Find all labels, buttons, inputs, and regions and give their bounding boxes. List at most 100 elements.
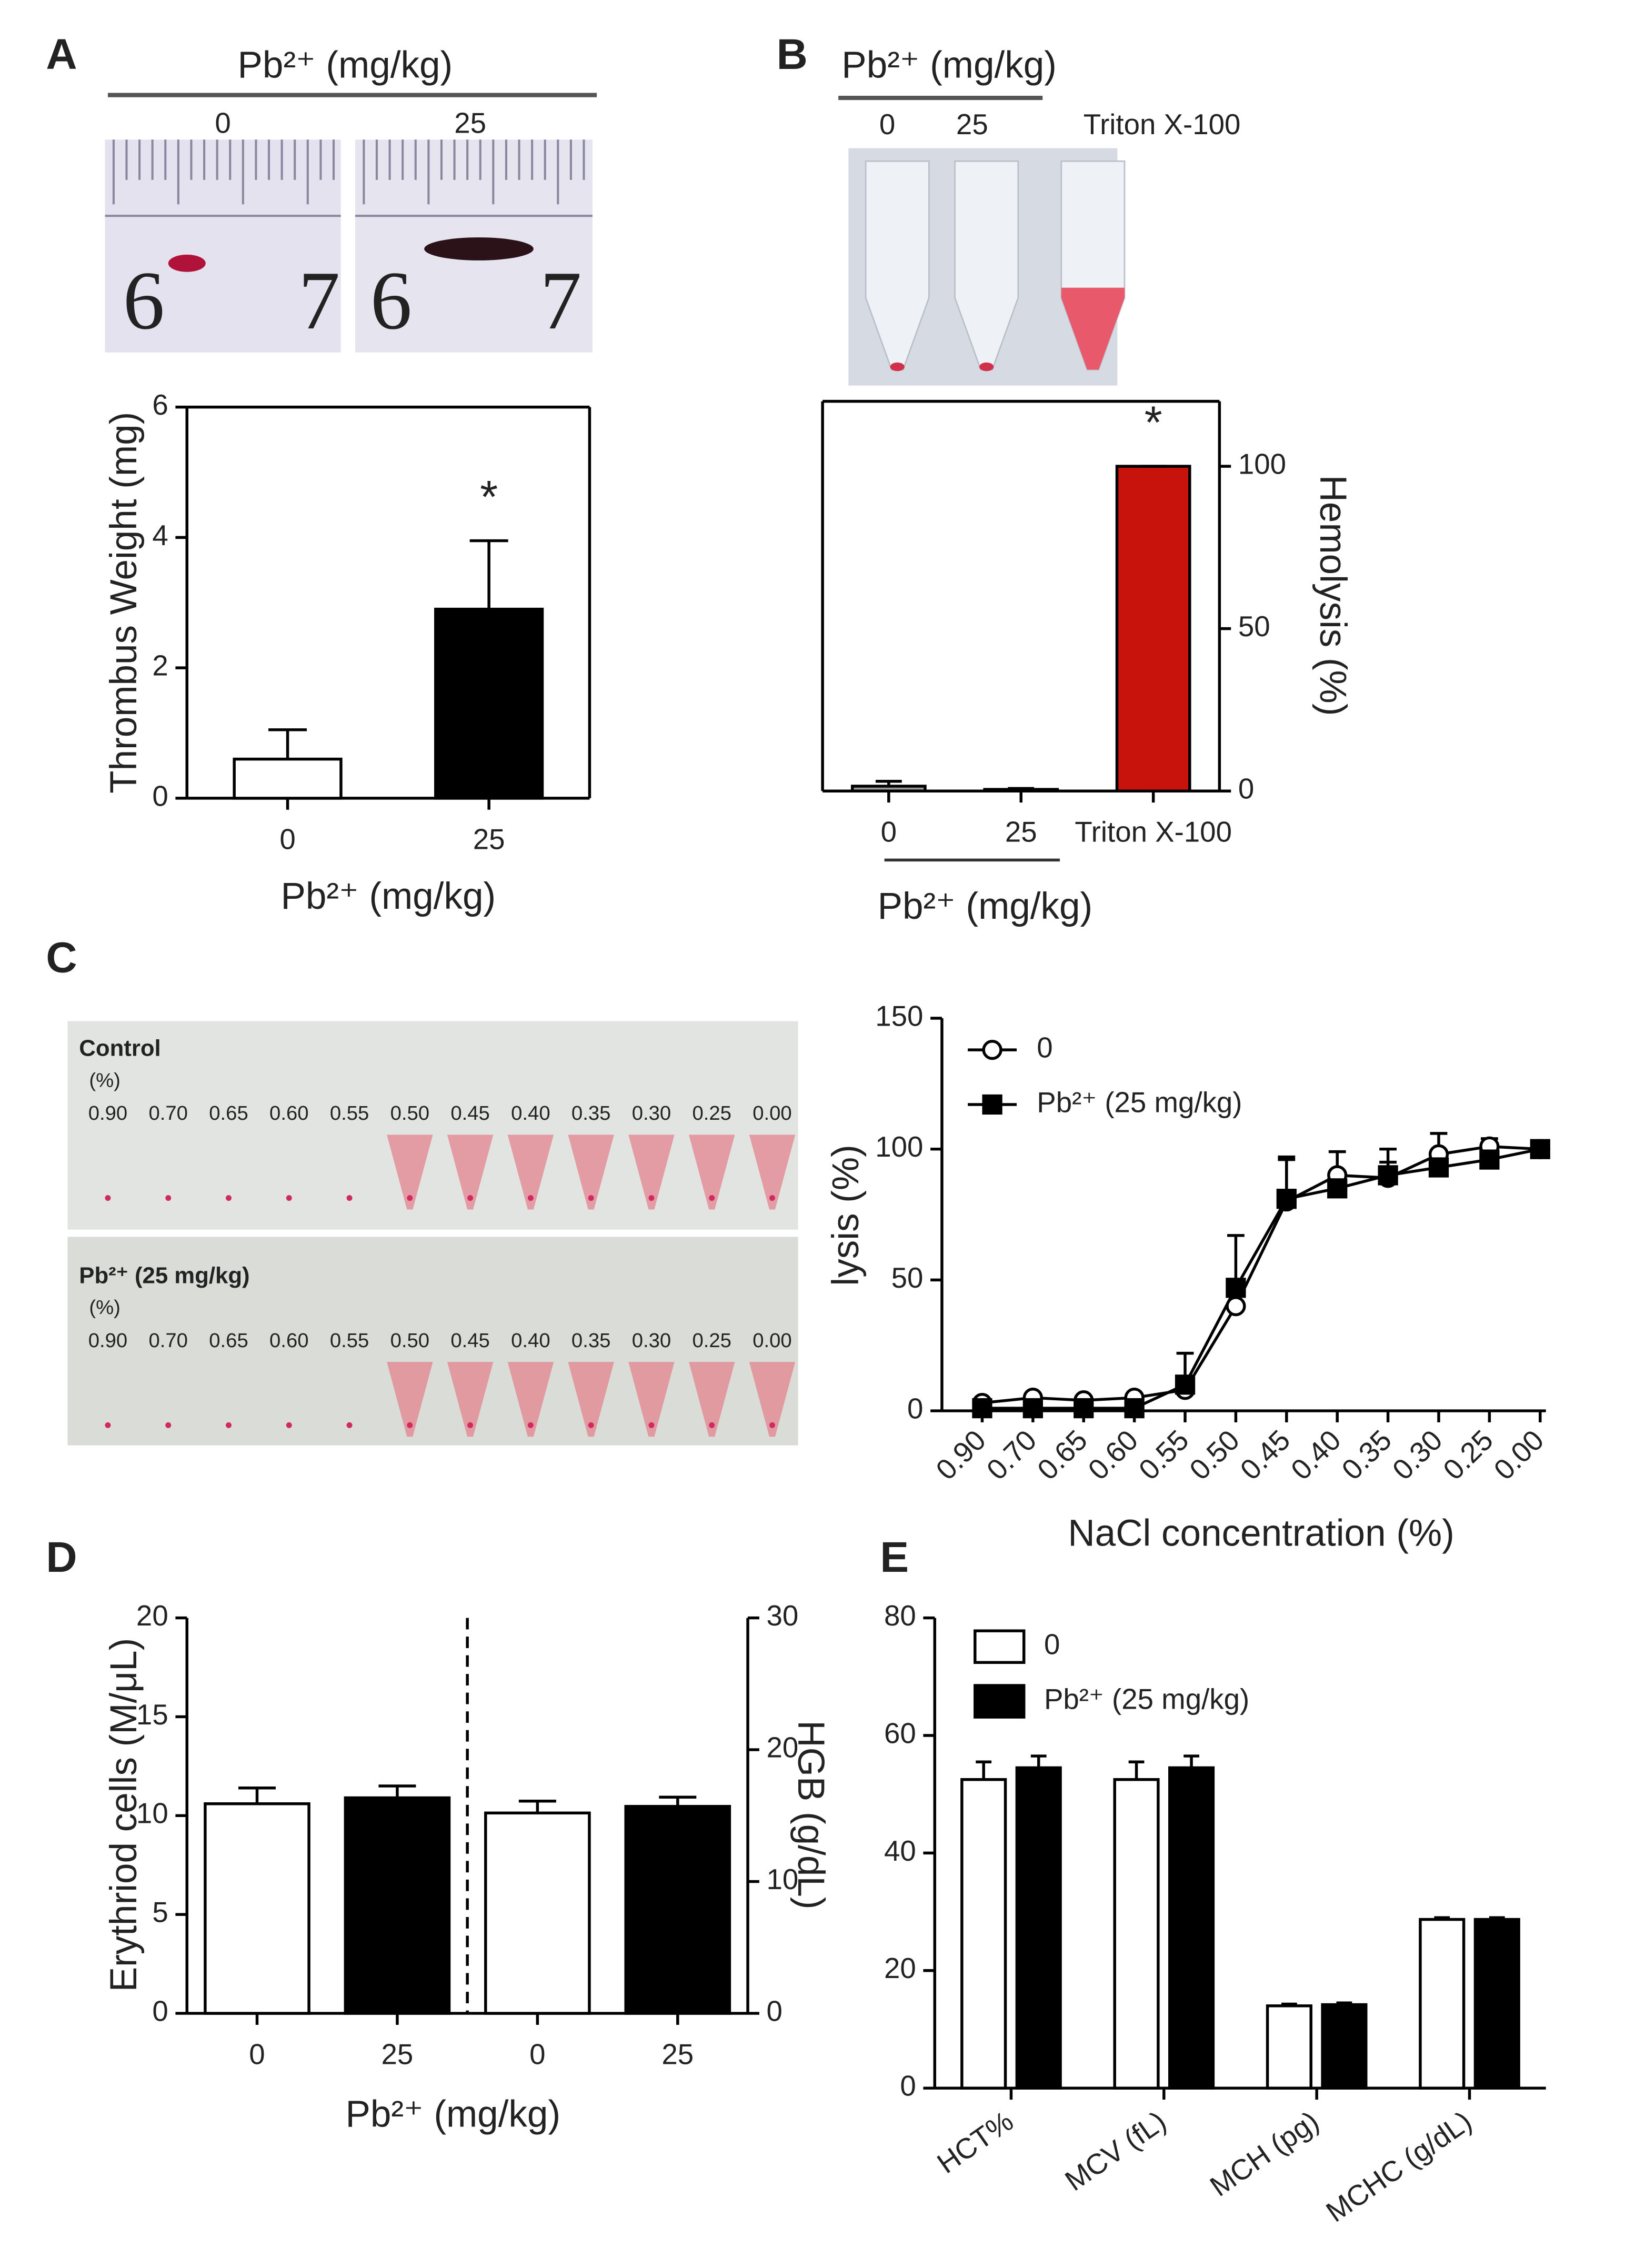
photo-label: 0.65 <box>209 1102 248 1125</box>
y-tick-label: 40 <box>884 1835 916 1867</box>
pellet <box>286 1195 292 1201</box>
legend-label: Pb²⁺ (25 mg/kg) <box>1037 1086 1242 1118</box>
x-tick-label: Triton X-100 <box>1075 816 1232 848</box>
lysed-tube <box>387 1362 433 1437</box>
lysed-tube <box>507 1135 554 1210</box>
y-tick-label: 60 <box>884 1717 916 1749</box>
annotation: * <box>480 471 498 523</box>
x-tick-label: 0.30 <box>1386 1424 1448 1486</box>
x-tick-label: MCV (fL) <box>1059 2105 1172 2197</box>
y-tick-label: 20 <box>884 1952 916 1984</box>
y-tick-label: 4 <box>152 519 168 551</box>
pellet <box>527 1195 534 1201</box>
axis-label: lysis (%) <box>825 1145 867 1286</box>
line <box>982 1148 1541 1410</box>
pellet <box>165 1195 172 1201</box>
lysed-tube <box>688 1135 735 1210</box>
x-tick-label: HCT% <box>931 2105 1019 2180</box>
ruler-number: 6 <box>370 255 412 347</box>
legend-label: 0 <box>1044 1629 1060 1661</box>
photo-label: 0.40 <box>511 1102 550 1125</box>
y-tick-label: 6 <box>152 389 168 421</box>
y-tick-label: 0 <box>1238 773 1254 805</box>
pellet <box>769 1422 775 1428</box>
photo-label: 0.60 <box>269 1329 308 1352</box>
photo <box>67 1237 798 1446</box>
photo-unit: (%) <box>89 1069 121 1091</box>
bar <box>233 757 343 800</box>
bar <box>1168 1766 1215 2090</box>
annotation: * <box>1145 397 1162 448</box>
pellet <box>648 1195 655 1201</box>
photo-title: Control <box>79 1036 161 1061</box>
photo-header: Pb²⁺ (mg/kg) <box>238 44 453 86</box>
y-tick-label: 100 <box>875 1131 923 1163</box>
panel-letter: A <box>46 31 77 78</box>
pellet <box>588 1195 594 1201</box>
marker <box>1378 1165 1398 1186</box>
legend-swatch <box>974 1629 1026 1664</box>
tube <box>865 160 930 370</box>
y-tick-label: 30 <box>767 1600 799 1632</box>
marker <box>982 1094 1002 1115</box>
pellet <box>648 1422 655 1428</box>
panel-letter: C <box>46 934 77 981</box>
photo-label: 0.50 <box>390 1102 429 1125</box>
x-tick-label: 25 <box>473 823 505 855</box>
pellet <box>226 1195 232 1201</box>
pellet <box>105 1195 111 1201</box>
lysed-tube <box>568 1362 614 1437</box>
photo-label: 0.90 <box>88 1329 127 1352</box>
marker <box>1327 1178 1348 1199</box>
y-tick-label: 2 <box>152 650 168 682</box>
marker <box>1479 1149 1500 1170</box>
y-tick-label: 20 <box>767 1732 799 1764</box>
x-tick-label: 25 <box>382 2038 414 2070</box>
axis-label: Erythriod cells (M/μL) <box>103 1638 145 1992</box>
bar <box>1266 2004 1312 2090</box>
legend-label: Pb²⁺ (25 mg/kg) <box>1044 1683 1249 1715</box>
ruler-number: 7 <box>298 255 340 347</box>
marker <box>1124 1398 1145 1419</box>
photo-label: 0 <box>215 107 230 139</box>
bar <box>1115 465 1191 792</box>
x-tick-label: 0.25 <box>1437 1424 1499 1486</box>
x-tick-label: 0.00 <box>1488 1424 1550 1486</box>
y-tick-label: 0 <box>152 780 168 812</box>
photo-label: 0.90 <box>88 1102 127 1125</box>
lysed-tube <box>387 1135 433 1210</box>
ruler <box>105 139 593 217</box>
marker <box>1022 1398 1043 1419</box>
panel-letter: B <box>777 31 808 78</box>
bar <box>434 607 544 800</box>
photo-label: 0.00 <box>753 1102 791 1125</box>
thrombus <box>424 237 534 260</box>
photo-label: 0.35 <box>571 1329 610 1352</box>
photo-label: 0.50 <box>390 1329 429 1352</box>
photo-label: 0.30 <box>632 1102 671 1125</box>
photo-header: Pb²⁺ (mg/kg) <box>841 44 1057 86</box>
photo-label: 0 <box>879 108 895 141</box>
lysed-tube <box>507 1362 554 1437</box>
lysed-tube <box>628 1362 675 1437</box>
x-tick-label: 0 <box>279 823 295 855</box>
lysed-tube <box>628 1135 675 1210</box>
photo-label: 0.55 <box>330 1102 369 1125</box>
ruler-number: 6 <box>123 255 165 347</box>
y-tick-label: 5 <box>152 1896 168 1929</box>
x-tick-label: 0.60 <box>1082 1424 1144 1486</box>
photo-label: 0.70 <box>149 1329 188 1352</box>
pellet <box>467 1422 474 1428</box>
pellet <box>407 1422 413 1428</box>
x-tick-label: 0.55 <box>1132 1424 1195 1486</box>
marker <box>1226 1296 1246 1317</box>
photo-label: 25 <box>454 107 486 139</box>
x-tick-label: MCH (pg) <box>1204 2105 1325 2203</box>
photo-unit: (%) <box>89 1296 121 1319</box>
photo-label: 0.60 <box>269 1102 308 1125</box>
x-tick-label: 0.50 <box>1183 1424 1246 1486</box>
y-tick-label: 20 <box>136 1600 168 1632</box>
pellet <box>769 1195 775 1201</box>
panel-letter: D <box>46 1533 77 1581</box>
